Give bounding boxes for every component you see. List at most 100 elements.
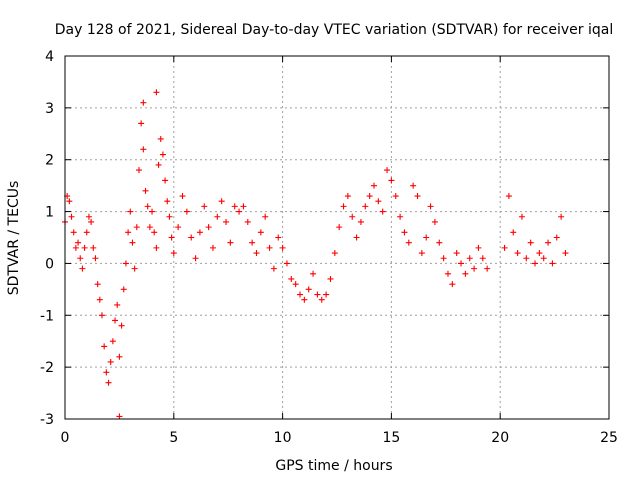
data-point xyxy=(453,250,460,257)
data-point xyxy=(427,203,434,210)
data-point xyxy=(375,198,382,205)
data-point xyxy=(218,198,225,205)
data-point xyxy=(101,343,108,350)
data-point xyxy=(466,255,473,262)
data-point xyxy=(388,177,395,184)
data-point xyxy=(146,224,153,231)
data-point xyxy=(75,239,82,246)
data-point xyxy=(523,255,530,262)
data-point xyxy=(297,291,304,298)
data-point xyxy=(362,203,369,210)
data-point xyxy=(379,208,386,215)
y-tick-label: 1 xyxy=(45,205,54,221)
data-point xyxy=(116,413,123,420)
data-point xyxy=(214,213,221,220)
data-point xyxy=(66,198,73,205)
x-tick-label: 25 xyxy=(600,430,618,446)
data-point xyxy=(501,244,508,251)
axis-ticks: 0 5 10 15 20 25 -3 -2 -1 0 1 2 3 4 xyxy=(40,49,618,446)
data-point xyxy=(462,270,469,277)
x-tick-label: 5 xyxy=(169,430,178,446)
data-point xyxy=(103,369,110,376)
data-point xyxy=(118,322,125,329)
y-tick-label: 4 xyxy=(45,49,54,65)
data-point xyxy=(484,265,491,272)
data-point xyxy=(423,234,430,241)
data-point xyxy=(323,291,330,298)
data-point xyxy=(240,203,247,210)
data-point xyxy=(536,250,543,257)
data-point xyxy=(140,146,147,153)
data-point xyxy=(458,260,465,267)
data-point xyxy=(114,301,121,308)
data-point xyxy=(288,275,295,282)
data-point xyxy=(562,250,569,257)
data-point xyxy=(471,265,478,272)
data-point xyxy=(164,198,171,205)
chart-title: Day 128 of 2021, Sidereal Day-to-day VTE… xyxy=(55,22,613,38)
data-point xyxy=(201,203,208,210)
x-axis-label: GPS time / hours xyxy=(275,458,392,474)
data-point xyxy=(540,255,547,262)
data-point xyxy=(253,250,260,257)
data-point xyxy=(159,151,166,158)
data-point xyxy=(127,208,134,215)
data-point xyxy=(305,286,312,293)
data-point xyxy=(436,239,443,246)
data-point xyxy=(183,208,190,215)
data-point xyxy=(70,229,77,236)
data-point xyxy=(545,239,552,246)
y-axis-label: SDTVAR / TECUs xyxy=(6,181,22,296)
data-point xyxy=(440,255,447,262)
data-point xyxy=(125,229,132,236)
x-tick-label: 15 xyxy=(382,430,400,446)
data-point xyxy=(349,213,356,220)
data-point xyxy=(179,193,186,200)
data-point xyxy=(553,234,560,241)
data-point xyxy=(142,187,149,194)
data-point xyxy=(205,224,212,231)
y-tick-label: -2 xyxy=(40,360,54,376)
data-point xyxy=(397,213,404,220)
data-point xyxy=(153,244,160,251)
data-point xyxy=(166,213,173,220)
data-point xyxy=(414,193,421,200)
plot-frame xyxy=(64,55,610,420)
data-point xyxy=(109,338,116,345)
data-point xyxy=(162,177,169,184)
data-point xyxy=(68,213,75,220)
data-point xyxy=(188,234,195,241)
data-point xyxy=(92,255,99,262)
data-point xyxy=(292,281,299,288)
data-point xyxy=(249,239,256,246)
data-point xyxy=(131,265,138,272)
data-point xyxy=(140,99,147,106)
data-point xyxy=(353,234,360,241)
data-point xyxy=(270,265,277,272)
data-point xyxy=(392,193,399,200)
data-point xyxy=(549,260,556,267)
data-point xyxy=(170,250,177,257)
data-point xyxy=(279,244,286,251)
data-point xyxy=(85,213,92,220)
data-point xyxy=(431,218,438,225)
data-point xyxy=(133,224,140,231)
data-point xyxy=(244,218,251,225)
data-point xyxy=(236,208,243,215)
data-point xyxy=(192,255,199,262)
data-point xyxy=(340,203,347,210)
data-point xyxy=(209,244,216,251)
data-point xyxy=(275,234,282,241)
data-point xyxy=(227,239,234,246)
data-points xyxy=(62,89,569,420)
data-point xyxy=(122,260,129,267)
data-point xyxy=(175,224,182,231)
data-point xyxy=(401,229,408,236)
y-tick-label: -3 xyxy=(40,412,54,428)
data-point xyxy=(475,244,482,251)
data-point xyxy=(318,296,325,303)
data-point xyxy=(223,218,230,225)
data-point xyxy=(558,213,565,220)
data-point xyxy=(72,244,79,251)
data-point xyxy=(479,255,486,262)
